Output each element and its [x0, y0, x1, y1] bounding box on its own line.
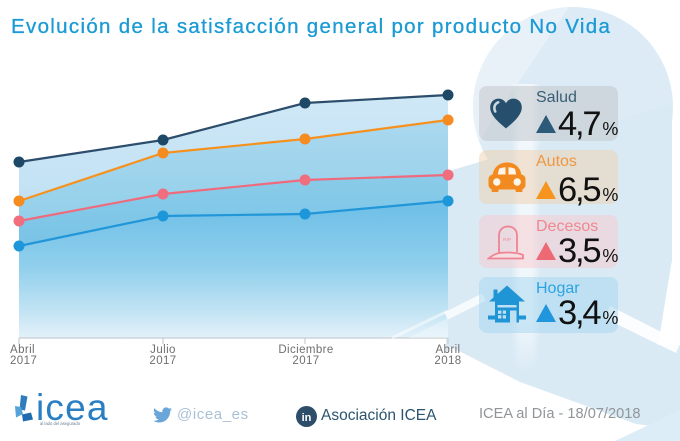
svg-text:in: in: [302, 412, 312, 424]
svg-text:RIP: RIP: [503, 237, 512, 243]
